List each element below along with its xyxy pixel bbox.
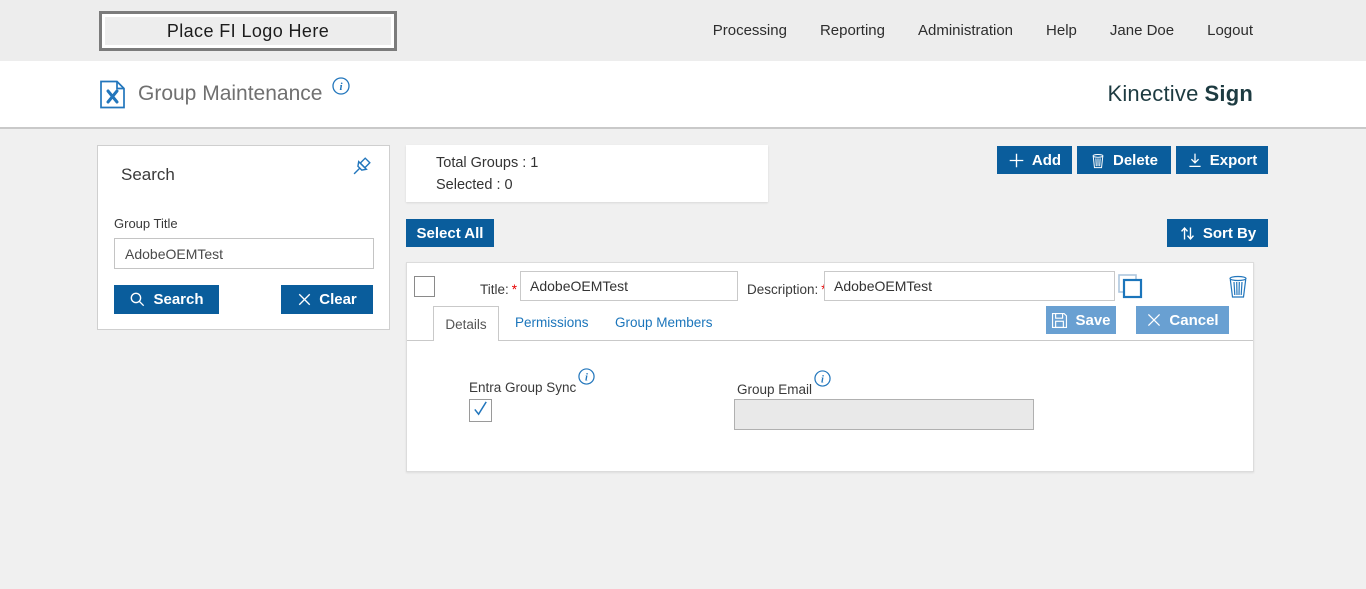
group-email-label: Group Email i xyxy=(737,370,831,397)
pin-icon[interactable] xyxy=(347,154,375,182)
title-required-marker: * xyxy=(511,282,518,297)
total-groups: Total Groups : 1 xyxy=(436,154,539,171)
select-all-button[interactable]: Select All xyxy=(406,219,494,247)
group-maintenance-icon xyxy=(99,80,126,109)
topbar: Place FI Logo Here Processing Reporting … xyxy=(0,0,1366,61)
selected-groups: Selected : 0 xyxy=(436,176,513,193)
export-button[interactable]: Export xyxy=(1176,146,1268,174)
sort-by-button[interactable]: Sort By xyxy=(1167,219,1268,247)
brand-name: Kinective xyxy=(1107,81,1199,106)
entra-group-sync-checkbox[interactable] xyxy=(469,399,492,422)
group-email-info-icon[interactable]: i xyxy=(814,370,831,387)
title-input[interactable] xyxy=(520,271,738,301)
save-icon xyxy=(1051,312,1068,329)
search-panel-title: Search xyxy=(121,165,175,184)
brand-product: Sign xyxy=(1204,81,1253,106)
search-panel: Search Group Title Search xyxy=(97,145,390,330)
selected-count: 0 xyxy=(504,176,513,193)
svg-text:i: i xyxy=(585,372,588,383)
save-button[interactable]: Save xyxy=(1046,306,1116,334)
nav-help[interactable]: Help xyxy=(1046,22,1077,39)
delete-button[interactable]: Delete xyxy=(1077,146,1171,174)
search-icon xyxy=(129,291,146,308)
cancel-button[interactable]: Cancel xyxy=(1136,306,1229,334)
page-header: Group Maintenance i Kinective Sign xyxy=(0,61,1366,129)
total-groups-count: 1 xyxy=(530,154,539,171)
x-icon xyxy=(1146,312,1162,328)
entra-group-sync-info-icon[interactable]: i xyxy=(578,368,595,385)
nav-logout[interactable]: Logout xyxy=(1207,22,1253,39)
tab-group-members[interactable]: Group Members xyxy=(615,315,713,330)
nav-reporting[interactable]: Reporting xyxy=(819,22,885,39)
svg-text:i: i xyxy=(340,81,344,93)
add-button[interactable]: Add xyxy=(997,146,1072,174)
nav-processing[interactable]: Processing xyxy=(712,22,787,39)
trash-icon xyxy=(1090,152,1106,169)
description-label: Description:* xyxy=(747,282,827,297)
brand-logo: Kinective Sign xyxy=(1107,61,1253,127)
row-trash-icon[interactable] xyxy=(1226,274,1250,300)
groups-summary: Total Groups : 1 Selected : 0 xyxy=(406,145,768,202)
page-header-left: Group Maintenance i xyxy=(99,61,351,127)
group-title-search-input[interactable] xyxy=(114,238,374,269)
description-required-marker: * xyxy=(821,282,826,297)
tab-permissions[interactable]: Permissions xyxy=(515,315,589,330)
group-row-card: Title:* Description:* Details Permission… xyxy=(406,262,1254,472)
entra-group-sync-label: Entra Group Sync i xyxy=(469,368,595,395)
tab-details[interactable]: Details xyxy=(433,306,499,341)
group-email-input xyxy=(734,399,1034,430)
group-row-checkbox[interactable] xyxy=(414,276,435,297)
title-label: Title: * xyxy=(480,282,518,297)
top-nav: Processing Reporting Administration Help… xyxy=(713,0,1253,61)
svg-text:i: i xyxy=(821,374,824,385)
page-title: Group Maintenance xyxy=(138,82,323,105)
description-input[interactable] xyxy=(824,271,1115,301)
plus-icon xyxy=(1008,152,1025,169)
fi-logo-placeholder: Place FI Logo Here xyxy=(99,11,397,51)
search-button[interactable]: Search xyxy=(114,285,219,314)
group-title-label: Group Title xyxy=(114,216,178,231)
nav-administration[interactable]: Administration xyxy=(917,22,1014,39)
page-title-info-icon[interactable]: i xyxy=(332,77,351,95)
checkmark-icon xyxy=(471,399,490,423)
x-icon xyxy=(297,292,312,307)
clear-button[interactable]: Clear xyxy=(281,285,373,314)
tab-divider xyxy=(407,340,1253,341)
download-icon xyxy=(1187,152,1203,168)
nav-user[interactable]: Jane Doe xyxy=(1109,22,1175,39)
fi-logo-text: Place FI Logo Here xyxy=(166,20,330,41)
copy-icon[interactable] xyxy=(1114,271,1146,303)
sort-arrows-icon xyxy=(1179,225,1196,242)
